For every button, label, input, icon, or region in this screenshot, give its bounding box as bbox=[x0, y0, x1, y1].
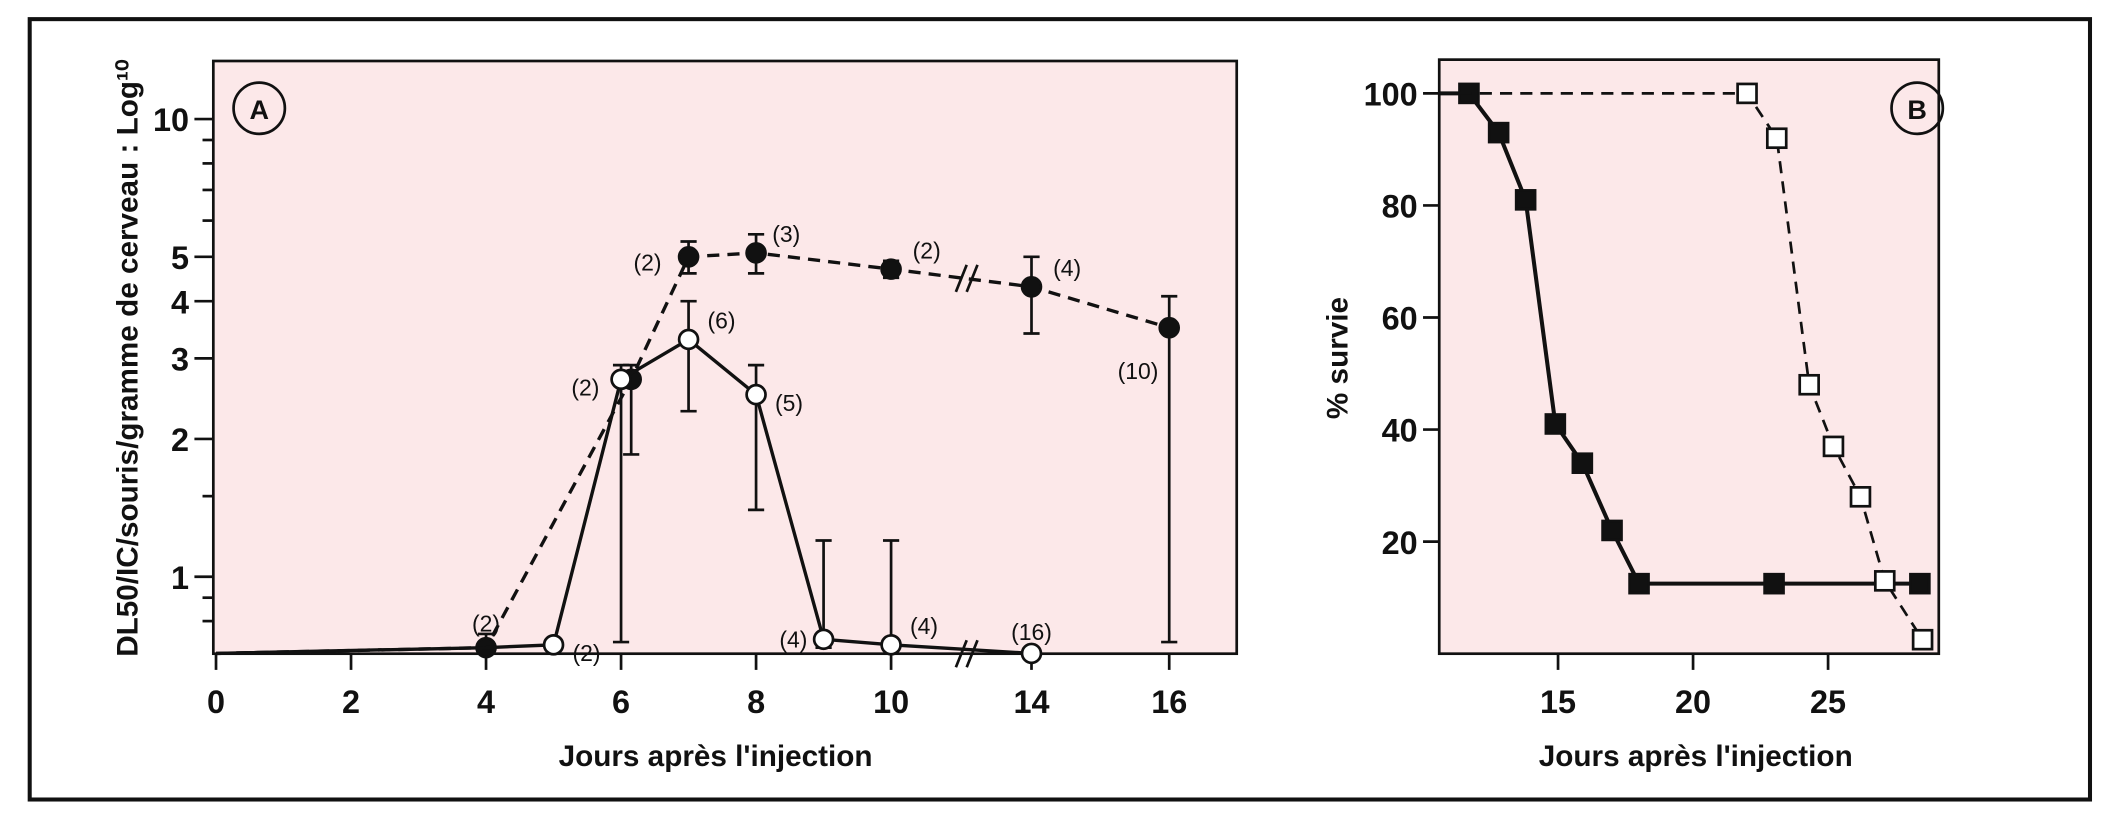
data-point-filled-dashed bbox=[745, 242, 767, 264]
series-line-filled-solid bbox=[1439, 91, 1920, 586]
x-tick-label-b: 15 bbox=[1540, 684, 1576, 720]
axis-break-mark bbox=[954, 264, 968, 293]
data-point-open-dashed bbox=[1765, 127, 1788, 150]
data-point-open-solid bbox=[542, 634, 565, 656]
data-point-filled-solid bbox=[1514, 189, 1537, 211]
sample-size-label: (2) bbox=[572, 640, 600, 666]
axis-break-mark bbox=[954, 639, 968, 668]
y-tick-label-a: 5 bbox=[171, 240, 189, 276]
sample-size-label: (2) bbox=[913, 237, 941, 263]
y-tick-label-b: 100 bbox=[1364, 77, 1418, 113]
data-point-open-solid bbox=[745, 383, 767, 406]
x-tick-label-a: 8 bbox=[747, 684, 765, 720]
data-point-open-solid bbox=[610, 368, 632, 391]
data-point-filled-dashed bbox=[1158, 316, 1181, 339]
x-tick-label-a: 4 bbox=[477, 684, 495, 720]
data-point-filled-solid bbox=[1487, 121, 1510, 144]
y-tick-label-b: 40 bbox=[1382, 413, 1418, 449]
x-tick-label-a: 16 bbox=[1151, 684, 1187, 720]
sample-size-label: (2) bbox=[571, 375, 599, 401]
y-tick-label-a: 4 bbox=[171, 284, 189, 320]
panel-b: 15 20 25 20 40 60 80 100 Jours après l'injection… bbox=[1321, 58, 1945, 773]
plot-area-a bbox=[211, 59, 1239, 656]
y-tick-label-a: 10 bbox=[153, 102, 189, 138]
sample-size-label: (10) bbox=[1118, 358, 1159, 384]
data-point-open-solid bbox=[1020, 642, 1043, 665]
data-point-open-dashed bbox=[1849, 486, 1872, 508]
data-point-open-dashed bbox=[1911, 628, 1934, 651]
x-tick-label-a: 6 bbox=[612, 684, 630, 720]
y-tick-label-b: 60 bbox=[1382, 301, 1418, 337]
x-tick-label-a: 10 bbox=[873, 684, 909, 720]
data-point-filled-solid bbox=[1628, 572, 1650, 595]
x-tick-label-a: 0 bbox=[207, 684, 225, 720]
y-tick-label-a: 3 bbox=[171, 342, 189, 378]
x-axis-label-b: Jours après l'injection bbox=[1539, 740, 1853, 773]
data-point-open-dashed bbox=[1873, 570, 1896, 592]
sample-size-label: (2) bbox=[472, 610, 500, 636]
sample-size-label: (4) bbox=[1053, 255, 1081, 281]
y-tick-label-b: 20 bbox=[1382, 525, 1418, 561]
y-tick-label-a: 1 bbox=[171, 560, 189, 596]
sample-size-label: (16) bbox=[1011, 619, 1052, 645]
data-point-filled-dashed bbox=[1020, 276, 1043, 298]
sample-size-label: (3) bbox=[772, 221, 800, 247]
badge-b: B bbox=[1907, 95, 1927, 125]
x-tick-label-a: 2 bbox=[342, 684, 360, 720]
data-point-filled-solid bbox=[1601, 519, 1623, 542]
x-tick-label-a: 14 bbox=[1013, 684, 1049, 720]
data-point-filled-dashed bbox=[880, 258, 902, 280]
axis-break-mark bbox=[965, 639, 979, 668]
data-point-filled-solid bbox=[1544, 413, 1567, 435]
badge-circle-b bbox=[1890, 81, 1945, 136]
data-point-open-solid bbox=[880, 634, 902, 656]
sample-size-label: (5) bbox=[775, 390, 803, 416]
data-point-open-solid bbox=[677, 328, 700, 351]
data-point-filled-solid bbox=[1571, 452, 1594, 474]
y-tick-label-b: 80 bbox=[1382, 189, 1418, 225]
x-axis-label-a: Jours après l'injection bbox=[559, 740, 873, 773]
sample-size-label: (4) bbox=[910, 613, 938, 639]
badge-a: A bbox=[249, 95, 269, 125]
badge-circle-a bbox=[232, 81, 287, 136]
y-axis-label-a: DL50/IC/souris/gramme de cerveau : Log¹⁰ bbox=[112, 59, 145, 657]
data-point-open-dashed bbox=[1822, 435, 1845, 458]
data-point-filled-solid bbox=[1909, 572, 1931, 595]
data-point-open-dashed bbox=[1736, 82, 1758, 105]
data-point-open-solid bbox=[812, 628, 835, 651]
sample-size-label: (2) bbox=[634, 249, 662, 275]
sample-size-label: (4) bbox=[779, 626, 807, 652]
x-tick-label-b: 25 bbox=[1810, 684, 1846, 720]
data-point-filled-solid bbox=[1763, 572, 1785, 595]
y-tick-label-a: 2 bbox=[171, 422, 189, 458]
sample-size-label: (6) bbox=[707, 308, 735, 334]
plot-area-b bbox=[1437, 58, 1941, 656]
x-tick-label-b: 20 bbox=[1675, 684, 1711, 720]
data-point-open-dashed bbox=[1798, 373, 1820, 396]
y-axis-label-b: % survie bbox=[1321, 297, 1354, 419]
data-point-filled-dashed bbox=[677, 246, 700, 268]
